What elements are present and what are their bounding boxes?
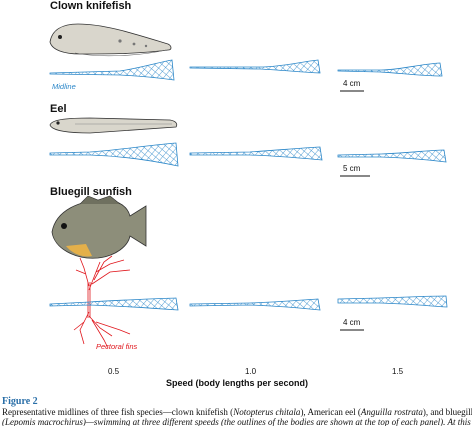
caption-species-eel: Anguilla rostrata — [360, 407, 423, 417]
midline-bluegill-1.0 — [189, 298, 321, 311]
caption-species-knifefish: Notopterus chitala — [233, 407, 301, 417]
knifefish-drawing — [49, 23, 172, 57]
midline-bluegill-1.5 — [337, 295, 448, 308]
midline-label: Midline — [52, 82, 76, 91]
species-title-knifefish: Clown knifefish — [50, 0, 132, 12]
midline-panels — [49, 59, 448, 311]
midline-knifefish-1.5 — [337, 62, 443, 77]
midline-eel-1.5 — [337, 149, 447, 163]
midline-eel-0.5 — [49, 142, 179, 167]
speed-axis-label: Speed (body lengths per second) — [165, 378, 309, 388]
eel-drawing — [49, 117, 178, 134]
figure-caption: Representative midlines of three fish sp… — [2, 407, 472, 426]
caption-line1-a: Representative midlines of three fish sp… — [2, 407, 234, 417]
midline-knifefish-0.5 — [49, 59, 175, 81]
speed-label-1: 1.0 — [245, 367, 257, 376]
speed-label-0: 0.5 — [108, 367, 120, 376]
midline-knifefish-1.0 — [189, 59, 321, 74]
scale-bar-label-bluegill: 4 cm — [343, 318, 361, 327]
speed-label-2: 1.5 — [392, 367, 404, 376]
pectoral-fins-label: Pectoral fins — [96, 342, 138, 351]
pectoral-fin-traces — [73, 255, 131, 349]
figure-label: Figure 2 — [2, 396, 38, 407]
scale-bar-label-eel: 5 cm — [343, 164, 361, 173]
species-title-eel: Eel — [50, 103, 67, 115]
caption-line2: (Lepomis macrochirus)—swimming at three … — [2, 417, 471, 426]
species-title-bluegill: Bluegill sunfish — [50, 186, 132, 198]
caption-line1-e: ), and bluegill sunfish — [422, 407, 472, 417]
midline-eel-1.0 — [189, 146, 323, 161]
caption-line1-c: ), American eel ( — [300, 407, 361, 417]
midline-bluegill-0.5 — [49, 297, 179, 311]
bluegill-drawing — [51, 195, 147, 259]
scale-bar-label-knifefish: 4 cm — [343, 79, 361, 88]
